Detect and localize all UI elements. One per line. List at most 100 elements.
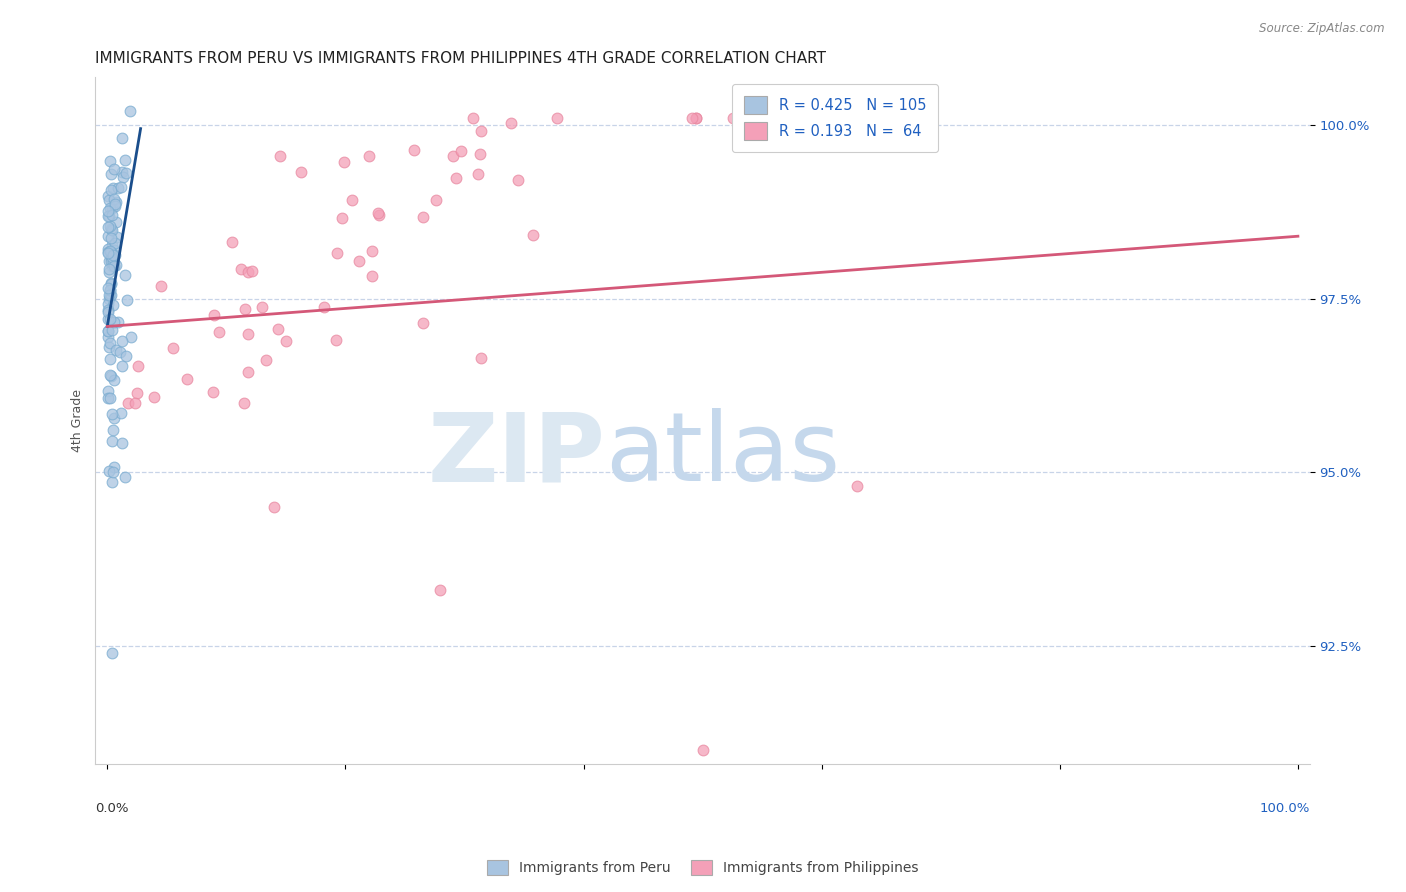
Point <box>111 359 134 373</box>
Point <box>115 349 138 363</box>
Point <box>114 166 136 180</box>
Point <box>100 259 122 273</box>
Point <box>236 265 259 279</box>
Text: IMMIGRANTS FROM PERU VS IMMIGRANTS FROM PHILIPPINES 4TH GRADE CORRELATION CHART: IMMIGRANTS FROM PERU VS IMMIGRANTS FROM … <box>96 51 827 66</box>
Point <box>104 248 127 262</box>
Point <box>110 180 132 194</box>
Point <box>127 359 149 374</box>
Point <box>114 469 136 483</box>
Point <box>101 248 124 262</box>
Point <box>233 396 256 410</box>
Point <box>267 322 290 336</box>
Point <box>111 436 134 450</box>
Point <box>360 244 382 258</box>
Point <box>325 246 347 260</box>
Text: 100.0%: 100.0% <box>1260 802 1310 814</box>
Point <box>367 208 389 222</box>
Point <box>276 334 298 348</box>
Point <box>546 112 568 126</box>
Point <box>499 115 522 129</box>
Point <box>100 407 122 421</box>
Point <box>685 112 707 126</box>
Point <box>105 229 128 244</box>
Point <box>97 242 120 256</box>
Y-axis label: 4th Grade: 4th Grade <box>72 389 84 451</box>
Point <box>202 308 225 322</box>
Point <box>101 201 124 215</box>
Point <box>340 193 363 207</box>
Point <box>103 259 125 273</box>
Point <box>100 323 122 337</box>
Point <box>97 330 120 344</box>
Point <box>100 167 122 181</box>
Point <box>100 222 122 236</box>
Point <box>100 208 122 222</box>
Point <box>221 235 243 250</box>
Point <box>692 743 714 757</box>
Point <box>450 144 472 158</box>
Point <box>446 170 468 185</box>
Point <box>250 300 273 314</box>
Point <box>103 243 125 257</box>
Point <box>269 149 291 163</box>
Point <box>100 253 122 268</box>
Point <box>97 391 120 405</box>
Point <box>124 396 146 410</box>
Text: ZIP: ZIP <box>427 408 606 501</box>
Point <box>103 459 125 474</box>
Point <box>103 192 125 206</box>
Point <box>100 277 122 292</box>
Point <box>118 104 141 119</box>
Point <box>101 465 124 479</box>
Point <box>100 245 122 260</box>
Point <box>101 238 124 252</box>
Point <box>312 300 335 314</box>
Point <box>98 335 121 350</box>
Point <box>103 255 125 269</box>
Point <box>238 365 260 379</box>
Point <box>359 149 381 163</box>
Point <box>360 269 382 284</box>
Point <box>101 298 124 312</box>
Point <box>97 384 120 399</box>
Point <box>254 353 277 368</box>
Point <box>98 261 121 276</box>
Point <box>97 193 120 207</box>
Point <box>104 197 127 211</box>
Point <box>101 434 124 449</box>
Point <box>176 372 198 386</box>
Point <box>100 251 122 265</box>
Point <box>112 170 135 185</box>
Point <box>97 340 120 354</box>
Point <box>412 316 434 330</box>
Point <box>125 385 148 400</box>
Point <box>114 268 136 282</box>
Point <box>108 344 131 359</box>
Point <box>98 351 121 366</box>
Point <box>681 112 703 126</box>
Point <box>441 149 464 163</box>
Point <box>100 183 122 197</box>
Point <box>98 219 121 233</box>
Point <box>808 112 831 126</box>
Point <box>522 227 544 242</box>
Point <box>104 343 127 357</box>
Point <box>97 281 120 295</box>
Point <box>97 204 120 219</box>
Point <box>101 646 124 660</box>
Point <box>100 244 122 258</box>
Point <box>97 305 120 319</box>
Point <box>98 265 121 279</box>
Point <box>143 390 166 404</box>
Point <box>846 479 869 493</box>
Point <box>97 324 120 338</box>
Point <box>290 165 312 179</box>
Point <box>100 283 122 297</box>
Legend: Immigrants from Peru, Immigrants from Philippines: Immigrants from Peru, Immigrants from Ph… <box>481 855 925 880</box>
Point <box>98 368 121 382</box>
Text: Source: ZipAtlas.com: Source: ZipAtlas.com <box>1260 22 1385 36</box>
Point <box>97 189 120 203</box>
Point <box>463 112 485 126</box>
Point <box>98 283 121 297</box>
Point <box>104 235 127 250</box>
